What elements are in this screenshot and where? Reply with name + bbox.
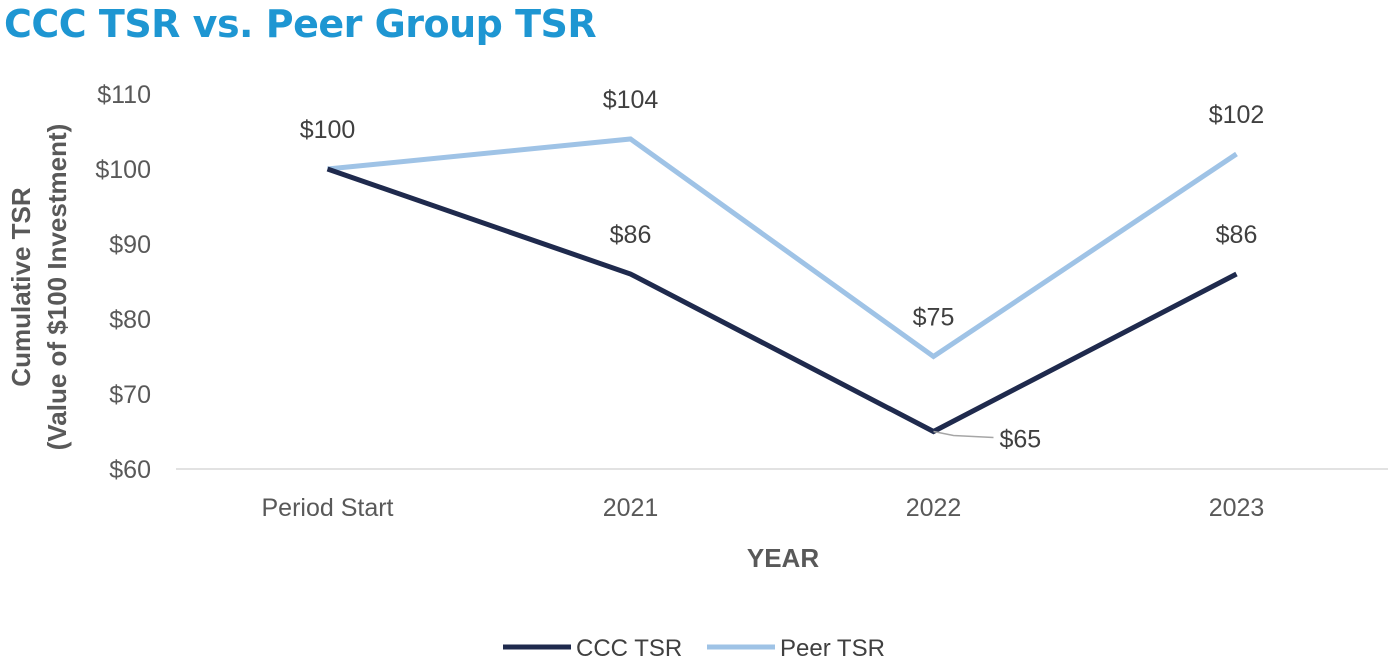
x-axis-ticks: Period Start 2021 2022 2023	[261, 494, 1264, 522]
y-tick-label: $100	[95, 156, 151, 184]
ccc-tsr-series-line	[326, 166, 1238, 435]
y-axis-title: Cumulative TSR (Value of $100 Investment…	[6, 124, 72, 451]
peer-tsr-series-line	[327, 136, 1238, 360]
data-labels: $100 $86 $65 $86 $104 $75 $102	[300, 86, 1265, 454]
data-label: $102	[1209, 101, 1265, 129]
legend-label: Peer TSR	[780, 635, 885, 662]
data-label: $104	[603, 86, 659, 114]
y-tick-label: $80	[109, 306, 151, 334]
data-label: $100	[300, 116, 356, 144]
y-tick-label: $60	[109, 456, 151, 484]
x-tick-label: Period Start	[261, 494, 393, 522]
y-tick-label: $70	[109, 381, 151, 409]
x-tick-label: 2023	[1209, 494, 1265, 522]
y-axis-title-line2: (Value of $100 Investment)	[42, 124, 72, 451]
data-label: $86	[610, 221, 652, 249]
chart-title: CCC TSR vs. Peer Group TSR	[4, 2, 597, 46]
y-axis-ticks: $60 $70 $80 $90 $100 $110	[95, 81, 151, 484]
series-group	[326, 136, 1238, 435]
x-tick-label: 2021	[603, 494, 659, 522]
legend-label: CCC TSR	[576, 635, 682, 662]
data-label: $86	[1216, 221, 1258, 249]
y-tick-label: $110	[97, 81, 151, 109]
data-label: $75	[913, 304, 955, 332]
x-tick-label: 2022	[906, 494, 962, 522]
data-label: $65	[1000, 426, 1042, 454]
y-axis-title-line1: Cumulative TSR	[6, 187, 36, 387]
legend: CCC TSR Peer TSR	[503, 635, 885, 662]
x-axis-title: YEAR	[747, 543, 819, 573]
y-tick-label: $90	[109, 231, 151, 259]
data-label-leader-line	[933, 430, 994, 439]
